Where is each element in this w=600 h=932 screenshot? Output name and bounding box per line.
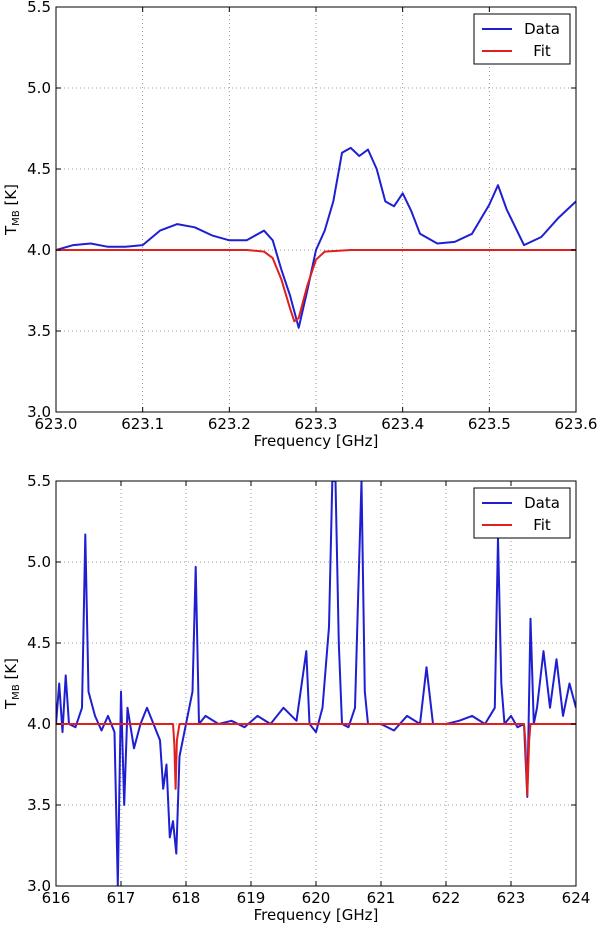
legend-label-data: Data	[524, 20, 560, 38]
series-line-fit	[56, 249, 576, 323]
y-tick-label: 5.5	[27, 472, 51, 490]
y-axis-label-sub: MB	[11, 210, 22, 226]
x-tick-label: 623.3	[295, 415, 338, 433]
x-tick-label: 616	[42, 889, 71, 907]
y-tick-label: 3.0	[27, 877, 51, 895]
y-tick-label: 5.5	[27, 0, 51, 16]
y-tick-label: 5.0	[27, 79, 51, 97]
x-tick-label: 623.2	[208, 415, 251, 433]
legend-box	[473, 487, 571, 539]
legend-box	[473, 13, 571, 65]
x-tick-label: 623.1	[121, 415, 164, 433]
x-tick-label: 623.0	[35, 415, 78, 433]
legend-label-fit: Fit	[533, 516, 551, 534]
series-line-fit	[56, 723, 576, 797]
x-tick-label: 622	[432, 889, 461, 907]
y-tick-label: 3.5	[27, 796, 51, 814]
x-axis-label: Frequency [GHz]	[254, 906, 379, 924]
x-tick-label: 617	[107, 889, 136, 907]
x-tick-label: 621	[367, 889, 396, 907]
y-tick-label: 4.0	[27, 241, 51, 259]
y-tick-label: 3.0	[27, 403, 51, 421]
y-axis-label-unit: [K]	[2, 658, 20, 684]
x-tick-label: 623.4	[381, 415, 424, 433]
x-tick-label: 620	[302, 889, 331, 907]
y-axis-label: TMB [K]	[2, 658, 22, 710]
y-tick-label: 5.0	[27, 553, 51, 571]
chart-panel-2: 616 617 618 619 620 621 622 623 624 3.0 3.5 4.0 4.5 5…	[2, 472, 590, 924]
chart-panel-1: 623.0 623.1 623.2 623.3 623.4 623.5 623.6 3.0 3.…	[2, 0, 597, 450]
y-axis-label-sub: MB	[11, 684, 22, 700]
legend-label-fit: Fit	[533, 42, 551, 60]
legend: Data Fit	[473, 13, 571, 65]
y-tick-label: 3.5	[27, 322, 51, 340]
legend: Data Fit	[473, 487, 571, 539]
y-axis-label: TMB [K]	[2, 184, 22, 236]
series-line-data	[56, 481, 576, 886]
x-axis-label: Frequency [GHz]	[254, 432, 379, 450]
x-tick-label: 619	[237, 889, 266, 907]
y-tick-label: 4.5	[27, 160, 51, 178]
y-axis-label-main: T	[2, 699, 20, 710]
x-tick-label: 618	[172, 889, 201, 907]
y-axis-label-unit: [K]	[2, 184, 20, 210]
y-axis-label-main: T	[2, 225, 20, 236]
x-tick-label: 623	[497, 889, 526, 907]
series-line-data	[56, 146, 576, 329]
x-tick-label: 623.5	[468, 415, 511, 433]
y-tick-label: 4.0	[27, 715, 51, 733]
legend-label-data: Data	[524, 494, 560, 512]
x-tick-label: 623.6	[555, 415, 598, 433]
x-tick-label: 624	[562, 889, 591, 907]
y-tick-label: 4.5	[27, 634, 51, 652]
